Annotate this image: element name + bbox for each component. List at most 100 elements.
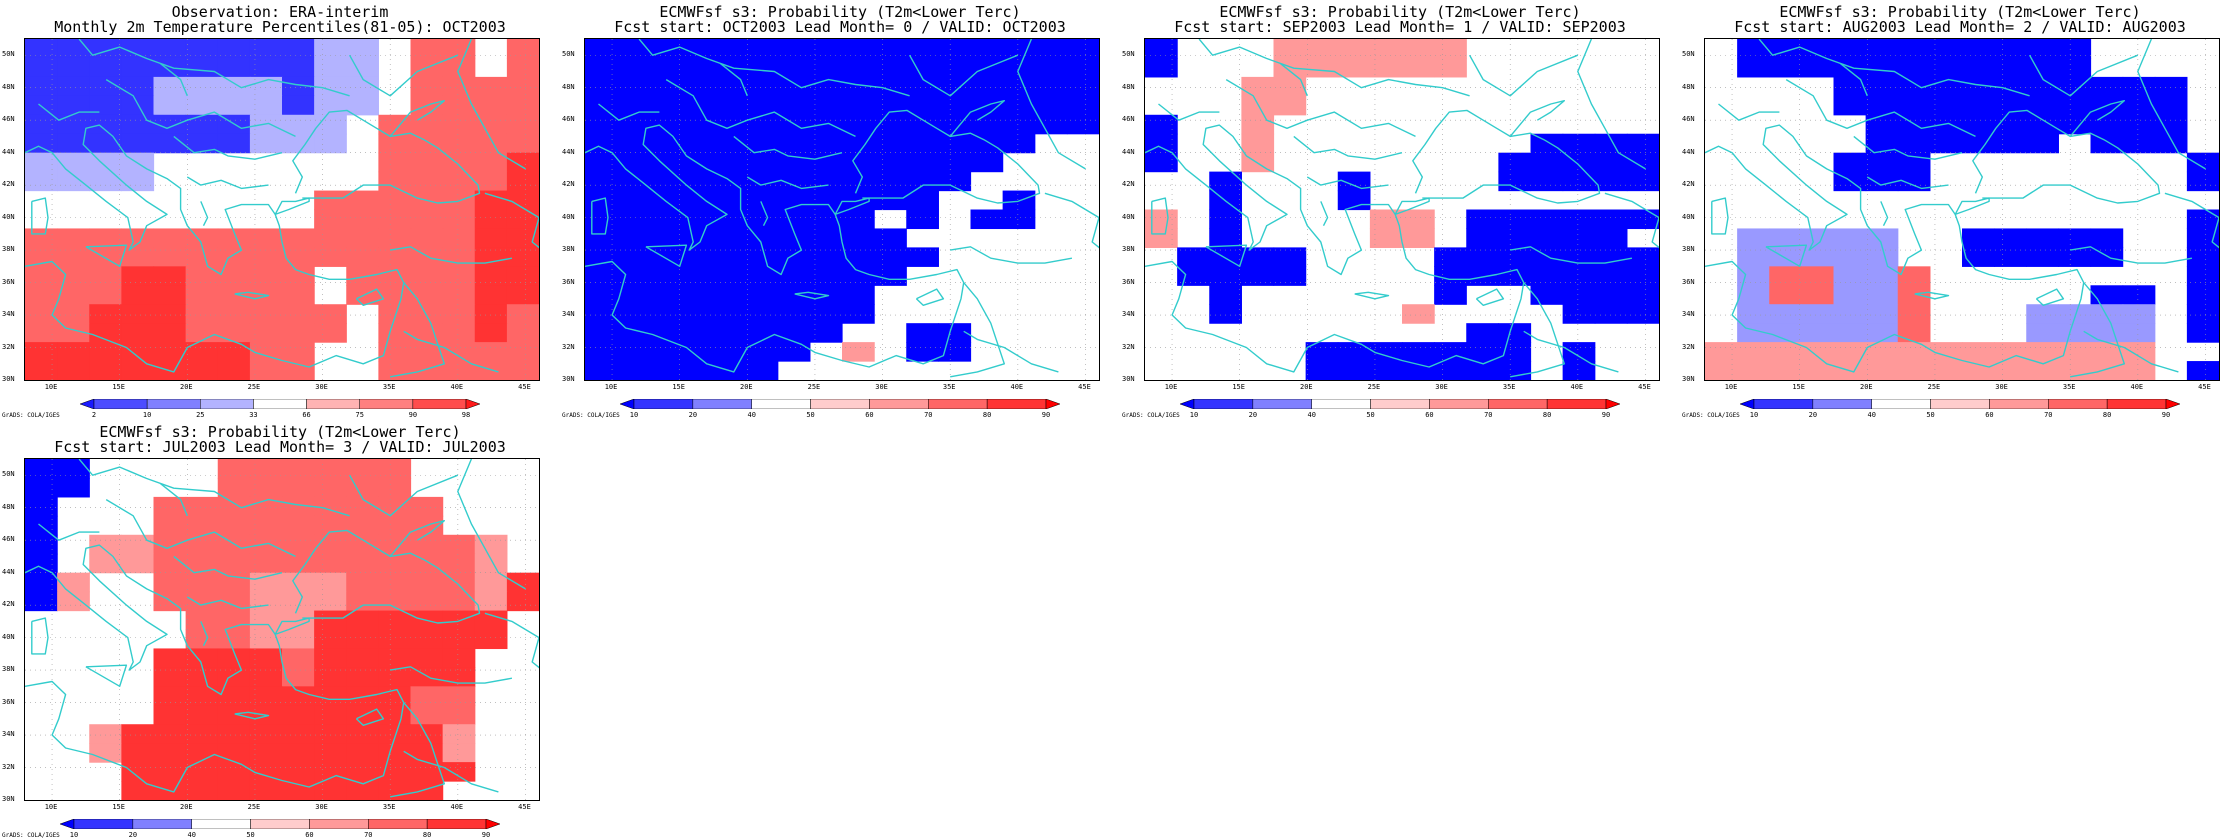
grid-cell [121, 285, 155, 305]
grid-cell [1801, 39, 1835, 59]
grid-cell [506, 190, 539, 211]
coastline [200, 621, 209, 647]
grid-cell [1498, 323, 1532, 343]
lat-tick-label: 34N [2, 310, 15, 319]
grid-cell [410, 266, 444, 286]
coastline [1412, 109, 1601, 204]
grid-cell [506, 323, 539, 343]
lat-tick-label: 46N [1122, 115, 1135, 124]
grid-cell [249, 648, 283, 668]
grid-cell [1865, 266, 1899, 286]
grid-cell [410, 591, 444, 612]
grid-cell [314, 686, 347, 706]
grid-cell [474, 285, 508, 305]
grid-cell [282, 459, 315, 479]
grid-cell [442, 743, 476, 763]
grid-cell [1801, 304, 1835, 324]
grid-cell [282, 496, 315, 517]
grid-cell [681, 209, 715, 230]
grid-cell [681, 323, 715, 343]
grid-cell [2058, 323, 2092, 343]
grid-cell [506, 76, 539, 97]
coastline [949, 100, 1005, 137]
grid-cell [1865, 361, 1899, 380]
grid-cell [185, 57, 219, 78]
grid-cell [378, 648, 412, 668]
grid-cell [745, 323, 779, 343]
grid-cell [217, 572, 251, 593]
grid-cell [346, 553, 379, 574]
grid-cell [217, 133, 251, 154]
grid-cell [282, 477, 315, 498]
grid-cell [410, 762, 444, 782]
grid-cell [681, 361, 715, 380]
colorbar-segment [692, 399, 752, 409]
colorbar-segment [1753, 399, 1814, 409]
grid-cell [2154, 133, 2188, 154]
grid-cell [217, 781, 251, 800]
grid-cell [1897, 39, 1931, 59]
colorbar-segment [93, 399, 148, 409]
grid-cell [25, 304, 58, 324]
grid-cell [249, 76, 283, 97]
grid-cell [2090, 304, 2124, 324]
grid-cell [842, 39, 875, 59]
grid-cell [410, 781, 444, 800]
lat-tick-label: 48N [2, 82, 15, 91]
lon-tick-label: 20E [739, 383, 753, 391]
grid-cell [906, 171, 939, 192]
coastline [1205, 244, 1248, 268]
panel-title: ECMWFsf s3: Probability (T2m<Lower Terc) [659, 3, 1021, 21]
grid-cell [842, 247, 875, 267]
lat-tick-label: 42N [2, 180, 15, 189]
coastline [719, 62, 748, 97]
lat-tick-label: 30N [2, 375, 15, 383]
grid-cell [1434, 361, 1467, 380]
grid-cell [346, 39, 379, 59]
grid-cell [1434, 57, 1467, 78]
grid-cell [121, 247, 155, 267]
grid-cell [121, 342, 155, 362]
grid-cell [2026, 304, 2059, 324]
grid-cell [282, 323, 315, 343]
colorbar-segment [1370, 399, 1430, 409]
grid-cell [185, 705, 219, 725]
grid-cell [25, 496, 58, 517]
grid-cell [1833, 266, 1867, 286]
grid-cell [1562, 228, 1596, 248]
grid-cell [1833, 76, 1867, 97]
lon-tick-label: 15E [1792, 383, 1805, 391]
grid-cell [282, 114, 315, 135]
grid-cell [282, 247, 315, 267]
grid-cell [153, 686, 187, 706]
colorbar-segment [1045, 399, 1060, 409]
grid-cell [89, 534, 122, 555]
lon-tick-label: 45E [518, 383, 531, 391]
lat-tick-label: 32N [1682, 342, 1695, 351]
coastline [355, 708, 385, 726]
grid-cell [410, 76, 444, 97]
colorbar-segment [2165, 399, 2180, 409]
grid-cell [153, 724, 187, 744]
grid-cell [1897, 57, 1931, 78]
grid-cell [1865, 39, 1899, 59]
grid-cell [249, 515, 283, 536]
grid-cell [410, 496, 444, 517]
grid-cell [57, 591, 90, 612]
grid-cell [153, 534, 187, 555]
grid-cell [153, 743, 187, 763]
grid-cell [346, 459, 379, 479]
grid-cell [249, 228, 283, 248]
grid-cell [474, 247, 508, 267]
grid-cell [378, 591, 412, 612]
colorbar-segment [928, 399, 988, 409]
coastline [1711, 197, 1729, 235]
grid-cell [282, 133, 315, 154]
grid-cell [2122, 95, 2156, 116]
grid-cell [842, 133, 875, 154]
grid-cell [1562, 171, 1596, 192]
grid-cell [1962, 57, 1995, 78]
colorbar-segment [869, 399, 929, 409]
grid-cell [1530, 285, 1564, 305]
grid-cell [585, 323, 618, 343]
